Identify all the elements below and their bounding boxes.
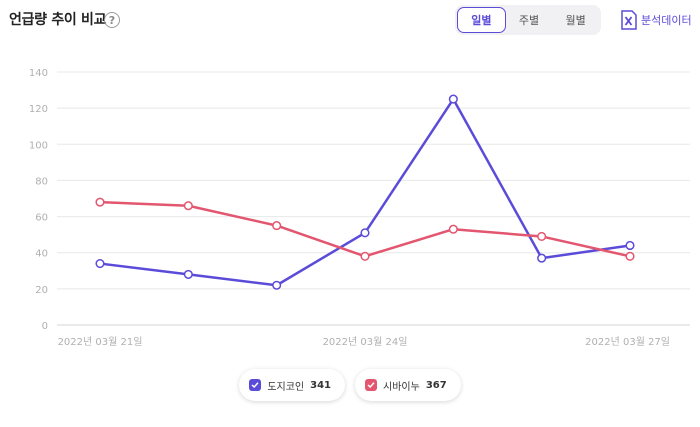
checkbox-icon <box>365 379 377 391</box>
legend-label: 시바이누 <box>383 381 420 393</box>
data-point <box>625 240 635 251</box>
tab-daily[interactable]: 일별 <box>457 7 506 33</box>
y-tick-label: 80 <box>35 176 48 187</box>
tab-weekly[interactable]: 주별 <box>518 14 540 27</box>
y-tick-label: 40 <box>35 249 48 260</box>
data-point <box>183 201 193 211</box>
y-tick-label: 120 <box>29 104 48 115</box>
y-tick-label: 0 <box>42 321 48 332</box>
data-point <box>625 251 635 261</box>
x-tick-label: 2022년 03월 27일 <box>585 336 670 348</box>
legend-label: 도지코인 <box>267 381 305 393</box>
data-point <box>360 228 370 238</box>
line-chart: 0 20 40 60 80 100 120 140 2022년 03월 21일 2022년 03월… <box>29 68 690 348</box>
chart-legend: 도지코인 341 시바이누 367 <box>0 369 700 401</box>
data-point <box>95 197 105 207</box>
tab-monthly[interactable]: 월별 <box>565 14 586 27</box>
export-data-button[interactable]: 분석데이터 <box>620 10 692 30</box>
data-point <box>360 251 370 261</box>
data-point <box>272 280 282 290</box>
data-point <box>448 94 458 104</box>
legend-item-series-1[interactable]: 도지코인 341 <box>239 369 345 401</box>
data-point <box>537 231 547 241</box>
legend-count: 341 <box>310 379 331 391</box>
excel-icon <box>621 10 637 30</box>
y-tick-label: 20 <box>35 285 48 296</box>
help-icon[interactable]: ? <box>104 12 120 28</box>
data-point <box>95 259 105 269</box>
checkbox-icon <box>249 379 262 391</box>
data-point <box>448 224 458 234</box>
legend-item-series-2[interactable]: 시바이누 367 <box>355 369 461 401</box>
y-tick-label: 60 <box>35 213 48 224</box>
data-point <box>183 269 193 279</box>
period-toggle: 일별 주별 월별 <box>455 5 601 35</box>
data-point <box>272 221 282 231</box>
y-tick-label: 100 <box>29 140 48 151</box>
x-tick-label: 2022년 03월 21일 <box>58 336 143 348</box>
page-title: 언급량 추이 비교 <box>9 12 107 28</box>
y-tick-label: 140 <box>29 68 48 79</box>
export-label: 분석데이터 <box>641 14 692 27</box>
data-point <box>537 253 547 263</box>
legend-count: 367 <box>425 379 447 391</box>
x-tick-label: 2022년 03월 24일 <box>323 336 408 348</box>
